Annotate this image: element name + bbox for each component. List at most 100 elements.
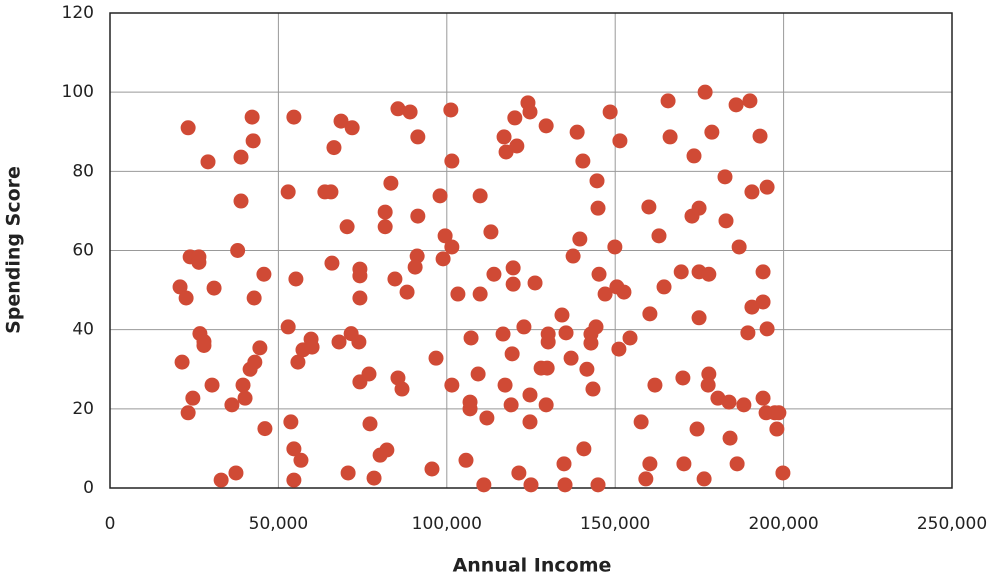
point xyxy=(585,381,601,397)
point xyxy=(728,97,744,113)
point xyxy=(689,421,705,437)
x-tick-label: 50,000 xyxy=(249,514,308,534)
point xyxy=(721,394,737,410)
point xyxy=(662,129,678,145)
point xyxy=(424,461,440,477)
x-tick-label: 250,000 xyxy=(917,514,987,534)
point xyxy=(697,84,713,100)
point xyxy=(286,109,302,125)
point xyxy=(522,387,538,403)
point xyxy=(496,129,512,145)
point xyxy=(509,138,525,154)
point xyxy=(504,346,520,362)
point xyxy=(701,266,717,282)
point xyxy=(230,243,246,258)
point xyxy=(237,390,253,406)
point xyxy=(324,255,340,271)
point xyxy=(588,319,604,335)
point xyxy=(691,200,707,216)
point xyxy=(224,397,240,413)
point xyxy=(257,421,273,437)
point xyxy=(656,279,672,295)
point xyxy=(717,169,733,185)
point xyxy=(503,397,519,413)
point xyxy=(660,93,676,109)
point xyxy=(590,477,606,493)
point xyxy=(470,366,486,382)
point xyxy=(428,350,444,366)
point xyxy=(293,452,309,468)
point xyxy=(462,401,478,417)
point xyxy=(180,120,196,136)
point xyxy=(558,325,574,341)
point xyxy=(377,219,393,235)
point xyxy=(450,286,466,302)
point xyxy=(641,199,657,215)
point xyxy=(213,472,229,488)
point xyxy=(523,477,539,493)
y-tick-label: 40 xyxy=(72,320,94,340)
point xyxy=(286,472,302,488)
point xyxy=(722,430,738,446)
point xyxy=(673,264,689,280)
x-tick-label: 100,000 xyxy=(412,514,482,534)
point xyxy=(759,179,775,195)
point xyxy=(651,228,667,244)
point xyxy=(576,441,592,457)
point xyxy=(771,405,787,421)
point xyxy=(755,264,771,280)
point xyxy=(602,104,618,120)
point xyxy=(377,204,393,220)
point xyxy=(256,266,272,282)
point xyxy=(755,390,771,406)
point xyxy=(647,377,663,393)
point xyxy=(444,153,460,169)
point xyxy=(228,465,244,481)
point xyxy=(366,470,382,486)
point xyxy=(611,341,627,357)
point xyxy=(642,306,658,322)
point xyxy=(409,248,425,264)
point xyxy=(410,208,426,224)
point xyxy=(290,354,306,370)
x-tick-label: 0 xyxy=(105,514,116,534)
point xyxy=(612,133,628,149)
point xyxy=(283,414,299,430)
point xyxy=(511,465,527,481)
point xyxy=(333,113,349,129)
point xyxy=(390,101,406,117)
x-axis-title: Annual Income xyxy=(453,555,612,576)
point xyxy=(572,231,588,247)
point xyxy=(589,173,605,189)
point xyxy=(362,416,378,432)
point xyxy=(579,361,595,377)
point xyxy=(331,334,347,350)
point xyxy=(775,465,791,481)
point xyxy=(700,377,716,393)
point xyxy=(244,109,260,125)
point xyxy=(247,354,263,370)
point xyxy=(507,110,523,126)
point xyxy=(410,129,426,145)
point xyxy=(280,184,296,200)
point xyxy=(479,410,495,426)
point xyxy=(483,224,499,240)
point xyxy=(538,118,554,134)
point xyxy=(497,377,513,393)
point xyxy=(731,239,747,255)
point xyxy=(399,284,415,300)
point xyxy=(180,405,196,421)
point xyxy=(458,452,474,468)
x-tick-label: 150,000 xyxy=(580,514,650,534)
point xyxy=(472,188,488,204)
y-tick-label: 100 xyxy=(62,82,94,102)
point xyxy=(286,441,302,457)
point xyxy=(633,414,649,430)
point xyxy=(755,294,771,310)
point xyxy=(191,254,207,270)
point xyxy=(178,290,194,306)
point xyxy=(235,377,251,393)
y-tick-label: 120 xyxy=(62,3,94,23)
point xyxy=(522,414,538,430)
